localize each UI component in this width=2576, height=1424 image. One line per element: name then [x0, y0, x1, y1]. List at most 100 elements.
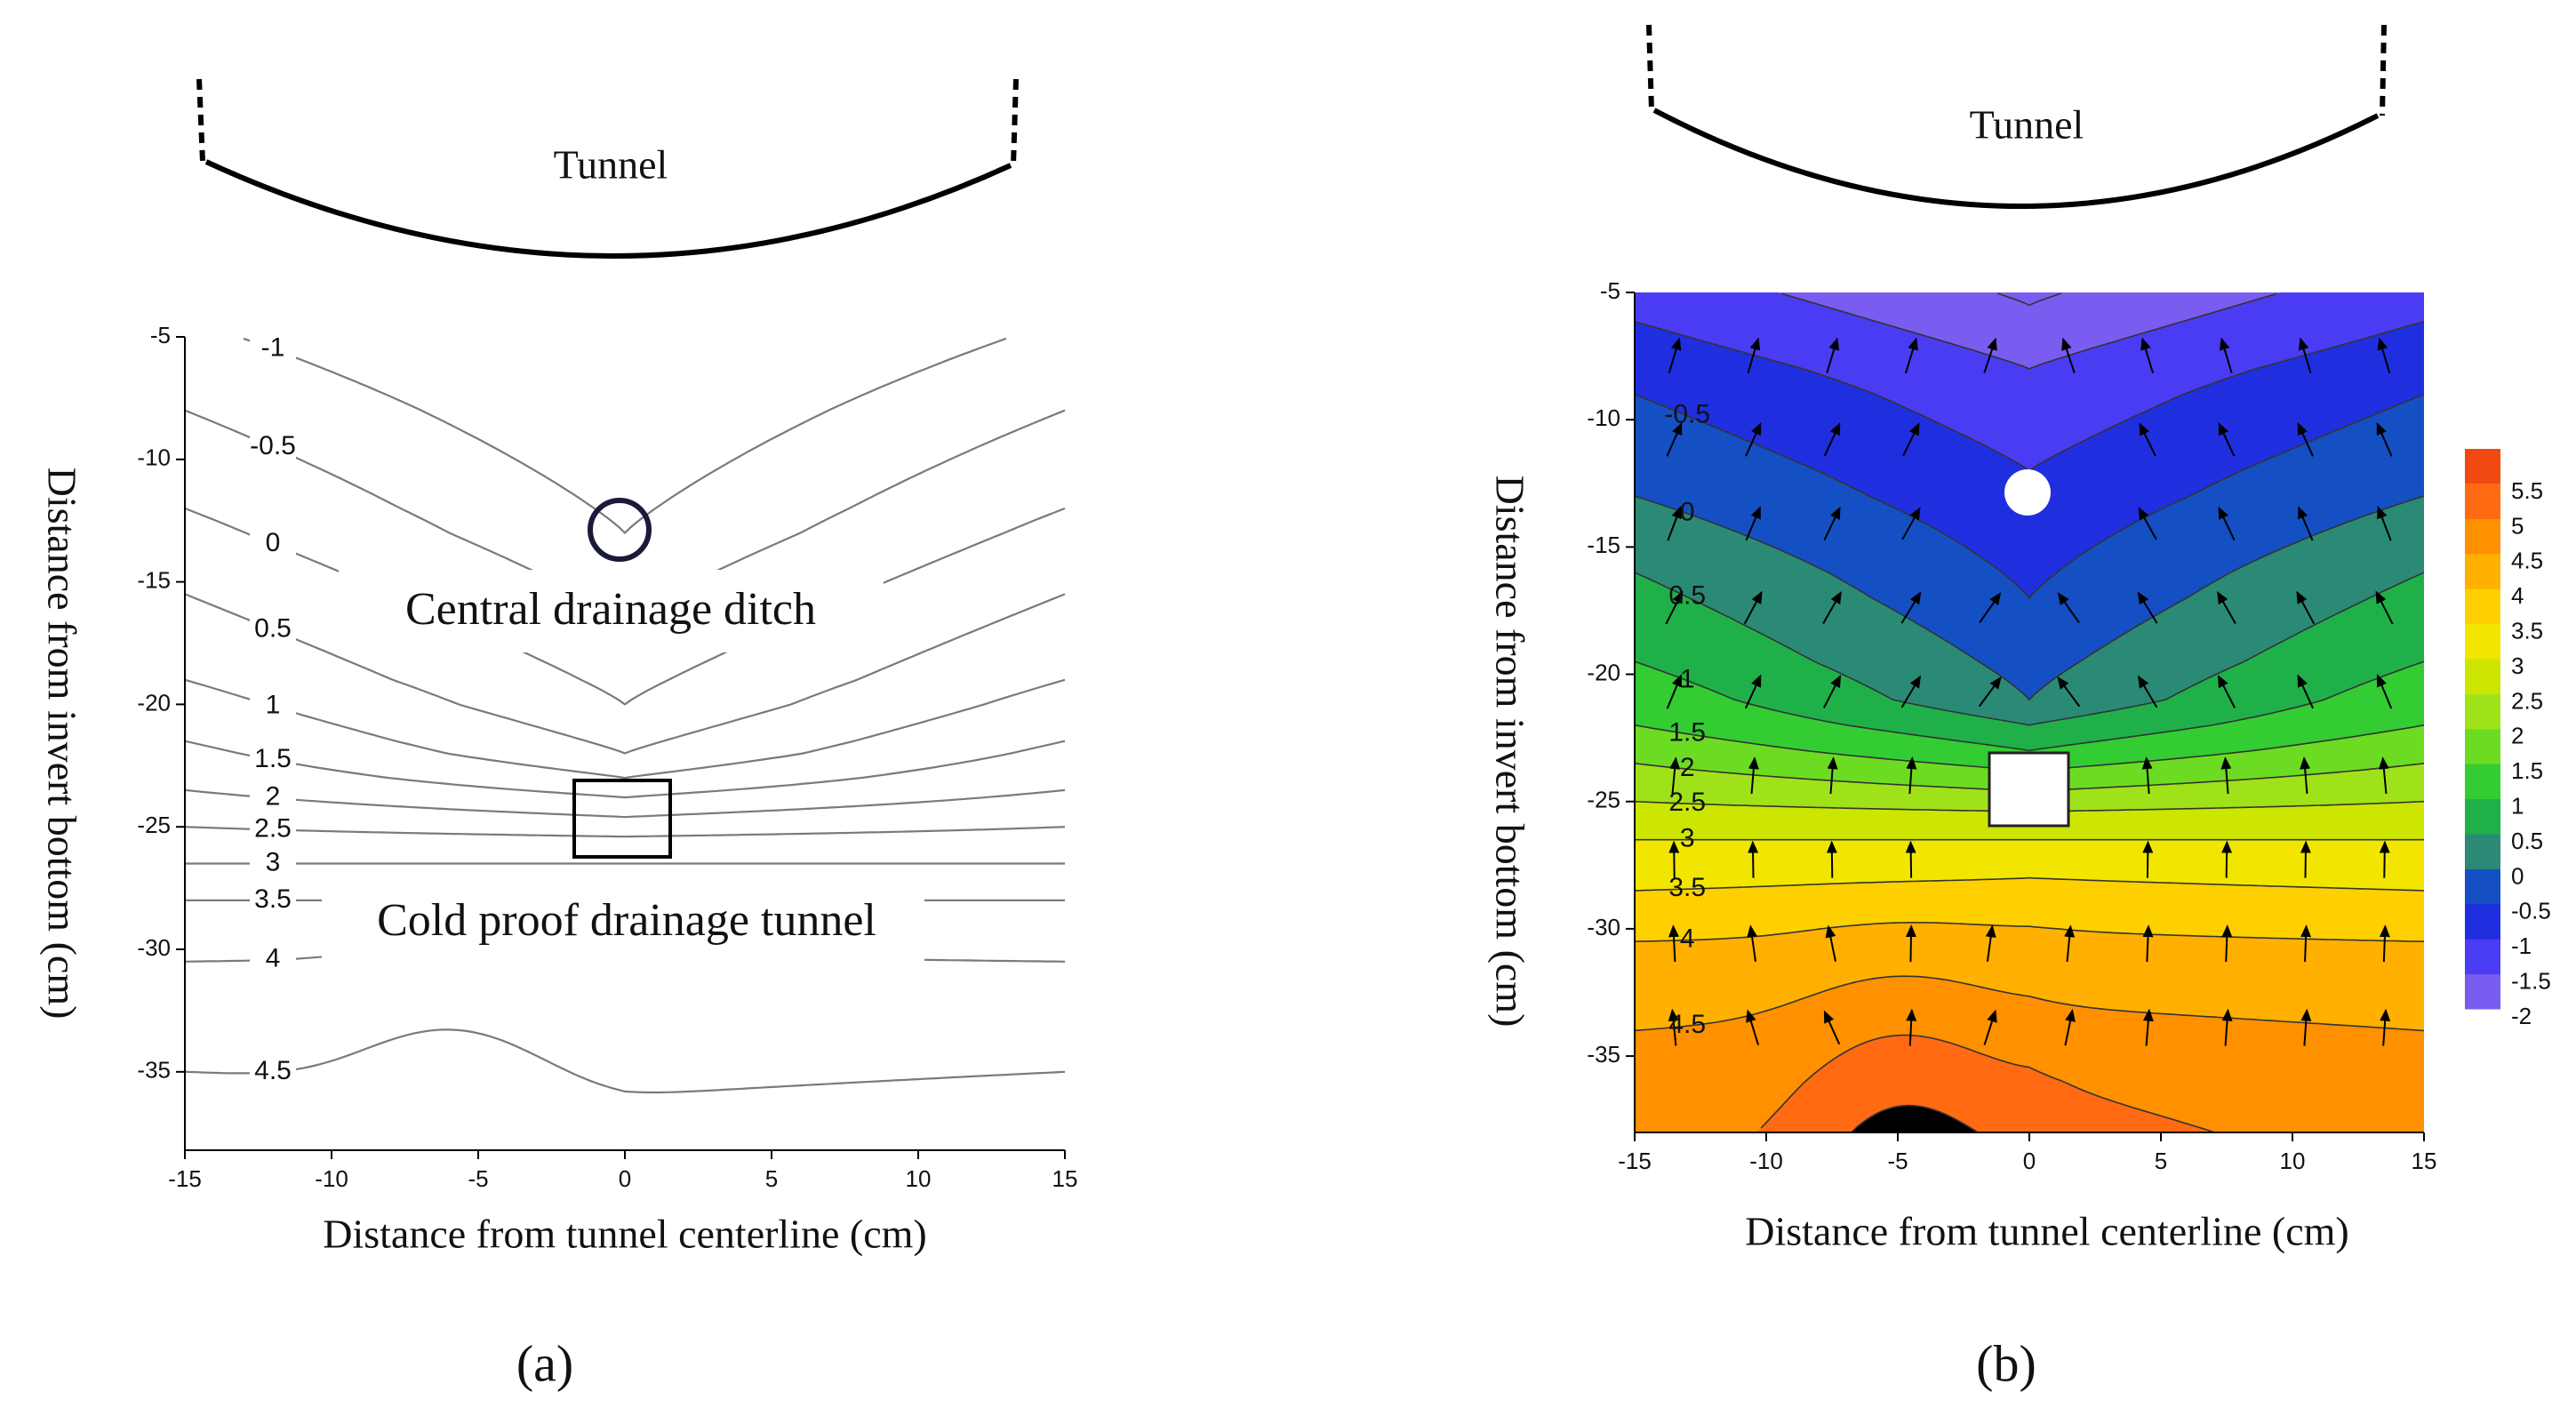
tunnel-wall [1646, 24, 2387, 116]
contour-label: 4 [266, 944, 281, 973]
colorbar-band [2465, 728, 2500, 764]
flux-arrow [2380, 1008, 2391, 1046]
colorbar-band [2465, 518, 2500, 555]
x-tick-label: -5 [468, 1165, 488, 1192]
colorbar-band [2465, 939, 2500, 975]
x-axis-label: Distance from tunnel centerline (cm) [1745, 1209, 2349, 1254]
flux-arrow [1822, 590, 1842, 624]
flux-arrow [1905, 924, 1916, 963]
annotation: Central drainage ditch [405, 584, 816, 635]
colorbar-band [2465, 484, 2500, 519]
flux-arrow [2377, 506, 2392, 541]
label-bg [250, 946, 296, 973]
contour-line [1634, 660, 2425, 752]
tunnel-arc [204, 159, 1012, 259]
label-bg [250, 746, 296, 773]
annotation-box [322, 878, 924, 974]
flux-arrow [2377, 337, 2391, 374]
x-tick-label: -10 [315, 1165, 348, 1192]
colorbar-band [2465, 659, 2500, 694]
contour-label: 3 [1680, 824, 1695, 853]
colorbar-label: -2 [2511, 1003, 2532, 1029]
contour-label: -0.5 [250, 431, 296, 460]
label-bg [250, 531, 296, 558]
colorbar-label: 3.5 [2511, 617, 2543, 644]
flux-arrow [1822, 675, 1842, 708]
flux-arrow [2142, 924, 2154, 963]
flux-arrow [1668, 1008, 1679, 1046]
contour-line [184, 788, 1066, 819]
x-tick-label: 5 [765, 1165, 778, 1192]
flux-arrow [1906, 756, 1917, 795]
contour-line [184, 678, 1066, 780]
panel-b: -0.500.511.522.533.544.5-15 -10 -5 0 5 10 15-5… [1487, 277, 2550, 1254]
contour-label: 1.5 [1668, 718, 1706, 748]
flux-arrow [1823, 422, 1841, 457]
flux-arrow [2064, 1009, 2076, 1046]
flux-arrow [2061, 337, 2076, 373]
flux-arrow [2221, 840, 2233, 878]
panel-label: (a) [516, 1334, 573, 1392]
flux-arrow [1983, 1009, 1997, 1045]
contour-label: 4.5 [1668, 1010, 1706, 1039]
panel-a: Central drainage ditch Cold proof drainag… [39, 322, 1077, 1257]
y-tick-label: -5 [150, 322, 171, 348]
colorbar-band [2465, 973, 2500, 1010]
flux-arrow [1827, 756, 1838, 795]
colorbar-band [2465, 693, 2500, 730]
flux-arrow [2221, 924, 2233, 963]
label-bg [250, 692, 296, 720]
contour-label: 2 [1680, 753, 1695, 782]
y-tick-label: -10 [1587, 404, 1620, 431]
contour-label: 0 [1680, 498, 1695, 527]
drainage-tunnel [1988, 751, 2070, 828]
x-tick-label: 15 [2412, 1148, 2437, 1174]
colorbar-label: 3 [2511, 652, 2524, 679]
flux-arrow [1983, 337, 1997, 373]
x-tick-label: 10 [906, 1165, 932, 1192]
flux-arrow [1665, 590, 1684, 625]
flux-arrow [1746, 1009, 1760, 1046]
label-bg [250, 850, 296, 877]
flux-arrow [1823, 506, 1841, 541]
flux-arrow [1825, 924, 1836, 962]
label-bg [250, 784, 296, 812]
flux-arrow [1747, 924, 1758, 963]
flux-arrow [1744, 674, 1762, 709]
colorbar-label: -1.5 [2511, 967, 2551, 994]
label-bg [250, 1058, 296, 1085]
annotation: Cold proof drainage tunnel [377, 895, 876, 946]
x-tick-label: 15 [1052, 1165, 1078, 1192]
contour-label: 1.5 [254, 744, 292, 773]
y-tick-label: -25 [1587, 787, 1620, 813]
flux-arrow [1668, 840, 1680, 878]
colorbar-band [2465, 764, 2500, 800]
contour-line [184, 826, 1066, 838]
flux-arrow [1902, 422, 1920, 457]
label-bg [250, 616, 296, 644]
colorbar-label: -0.5 [2511, 898, 2551, 924]
colorbar-band [2465, 588, 2500, 625]
contour-line [184, 740, 1066, 799]
flux-arrow [2139, 422, 2156, 457]
flux-arrow [2296, 590, 2316, 625]
colorbar-band [2465, 868, 2500, 905]
contour-line [1997, 292, 2061, 307]
flux-arrow [2219, 337, 2233, 374]
flux-arrow [1823, 1010, 1841, 1045]
contour-line [184, 1028, 1066, 1094]
flux-arrow [2300, 1008, 2312, 1046]
flux-arrow [1666, 674, 1683, 709]
colorbar-band [2465, 553, 2500, 589]
y-tick-label: -25 [137, 812, 171, 838]
contour-label: 3.5 [254, 884, 292, 914]
colorbar-label: -1 [2511, 932, 2532, 959]
contour-line [1634, 922, 2425, 942]
x-tick-label: -10 [1749, 1148, 1783, 1174]
colorbar-band [2465, 798, 2500, 835]
y-axis-label: Distance from invert bottom (cm) [1487, 476, 1532, 1028]
flux-arrow [1978, 676, 2002, 708]
flux-arrow [1906, 1008, 1917, 1046]
flux-arrow [2375, 590, 2394, 625]
